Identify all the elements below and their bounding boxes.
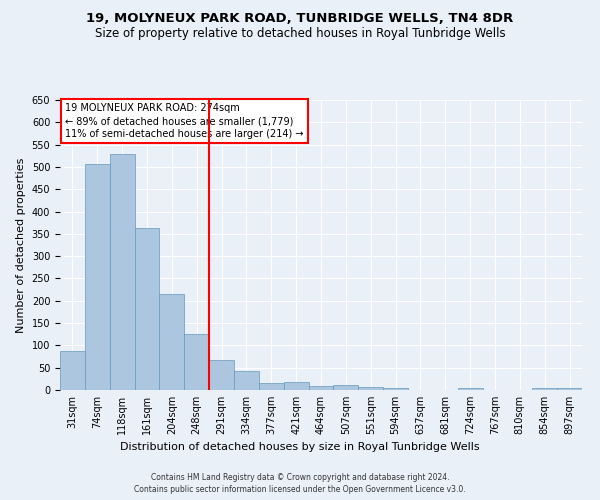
Text: 19 MOLYNEUX PARK ROAD: 274sqm
← 89% of detached houses are smaller (1,779)
11% o: 19 MOLYNEUX PARK ROAD: 274sqm ← 89% of d… [65, 103, 304, 140]
Bar [334, 385, 358, 390]
Bar [383, 388, 408, 390]
Bar [308, 386, 334, 390]
Bar [284, 382, 308, 390]
Bar [209, 360, 234, 390]
Text: Contains public sector information licensed under the Open Government Licence v3: Contains public sector information licen… [134, 485, 466, 494]
Bar [358, 387, 383, 390]
Y-axis label: Number of detached properties: Number of detached properties [16, 158, 26, 332]
Bar [234, 372, 259, 390]
Bar [458, 388, 482, 390]
Bar [85, 164, 110, 390]
Bar [532, 388, 557, 390]
Bar [184, 334, 209, 390]
Bar [60, 350, 85, 390]
Text: Contains HM Land Registry data © Crown copyright and database right 2024.: Contains HM Land Registry data © Crown c… [151, 472, 449, 482]
Bar [160, 294, 184, 390]
Bar [110, 154, 134, 390]
Bar [557, 388, 582, 390]
Text: 19, MOLYNEUX PARK ROAD, TUNBRIDGE WELLS, TN4 8DR: 19, MOLYNEUX PARK ROAD, TUNBRIDGE WELLS,… [86, 12, 514, 26]
Text: Size of property relative to detached houses in Royal Tunbridge Wells: Size of property relative to detached ho… [95, 28, 505, 40]
Bar [134, 228, 160, 390]
Bar [259, 383, 284, 390]
Text: Distribution of detached houses by size in Royal Tunbridge Wells: Distribution of detached houses by size … [120, 442, 480, 452]
